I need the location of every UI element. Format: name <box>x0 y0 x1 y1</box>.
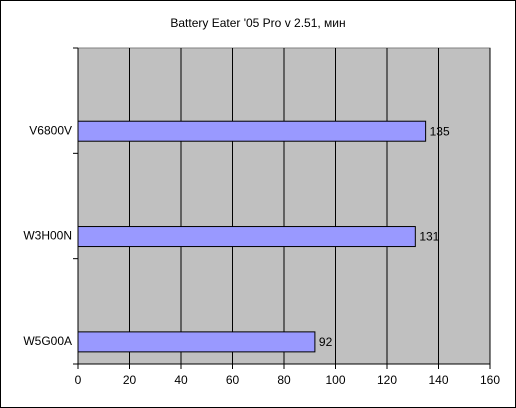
x-tick-label: 60 <box>226 373 240 387</box>
value-label: 92 <box>319 335 333 349</box>
bar <box>77 331 316 353</box>
x-tick-label: 20 <box>123 373 137 387</box>
value-label: 135 <box>430 124 450 138</box>
x-tick-label: 0 <box>75 373 82 387</box>
x-tick-label: 80 <box>277 373 291 387</box>
x-tick-label: 120 <box>377 373 397 387</box>
x-tick-label: 140 <box>428 373 448 387</box>
x-tick-label: 100 <box>325 373 345 387</box>
x-tick-label: 160 <box>480 373 500 387</box>
x-tick-label: 40 <box>174 373 188 387</box>
y-tick-label: W3H00N <box>23 229 72 243</box>
y-tick-label: W5G00A <box>23 334 72 348</box>
value-label: 131 <box>419 230 439 244</box>
y-tick-label: V6800V <box>29 123 72 137</box>
chart-title: Battery Eater '05 Pro v 2.51, мин <box>170 16 345 30</box>
bar <box>77 120 427 142</box>
bar <box>77 226 416 248</box>
